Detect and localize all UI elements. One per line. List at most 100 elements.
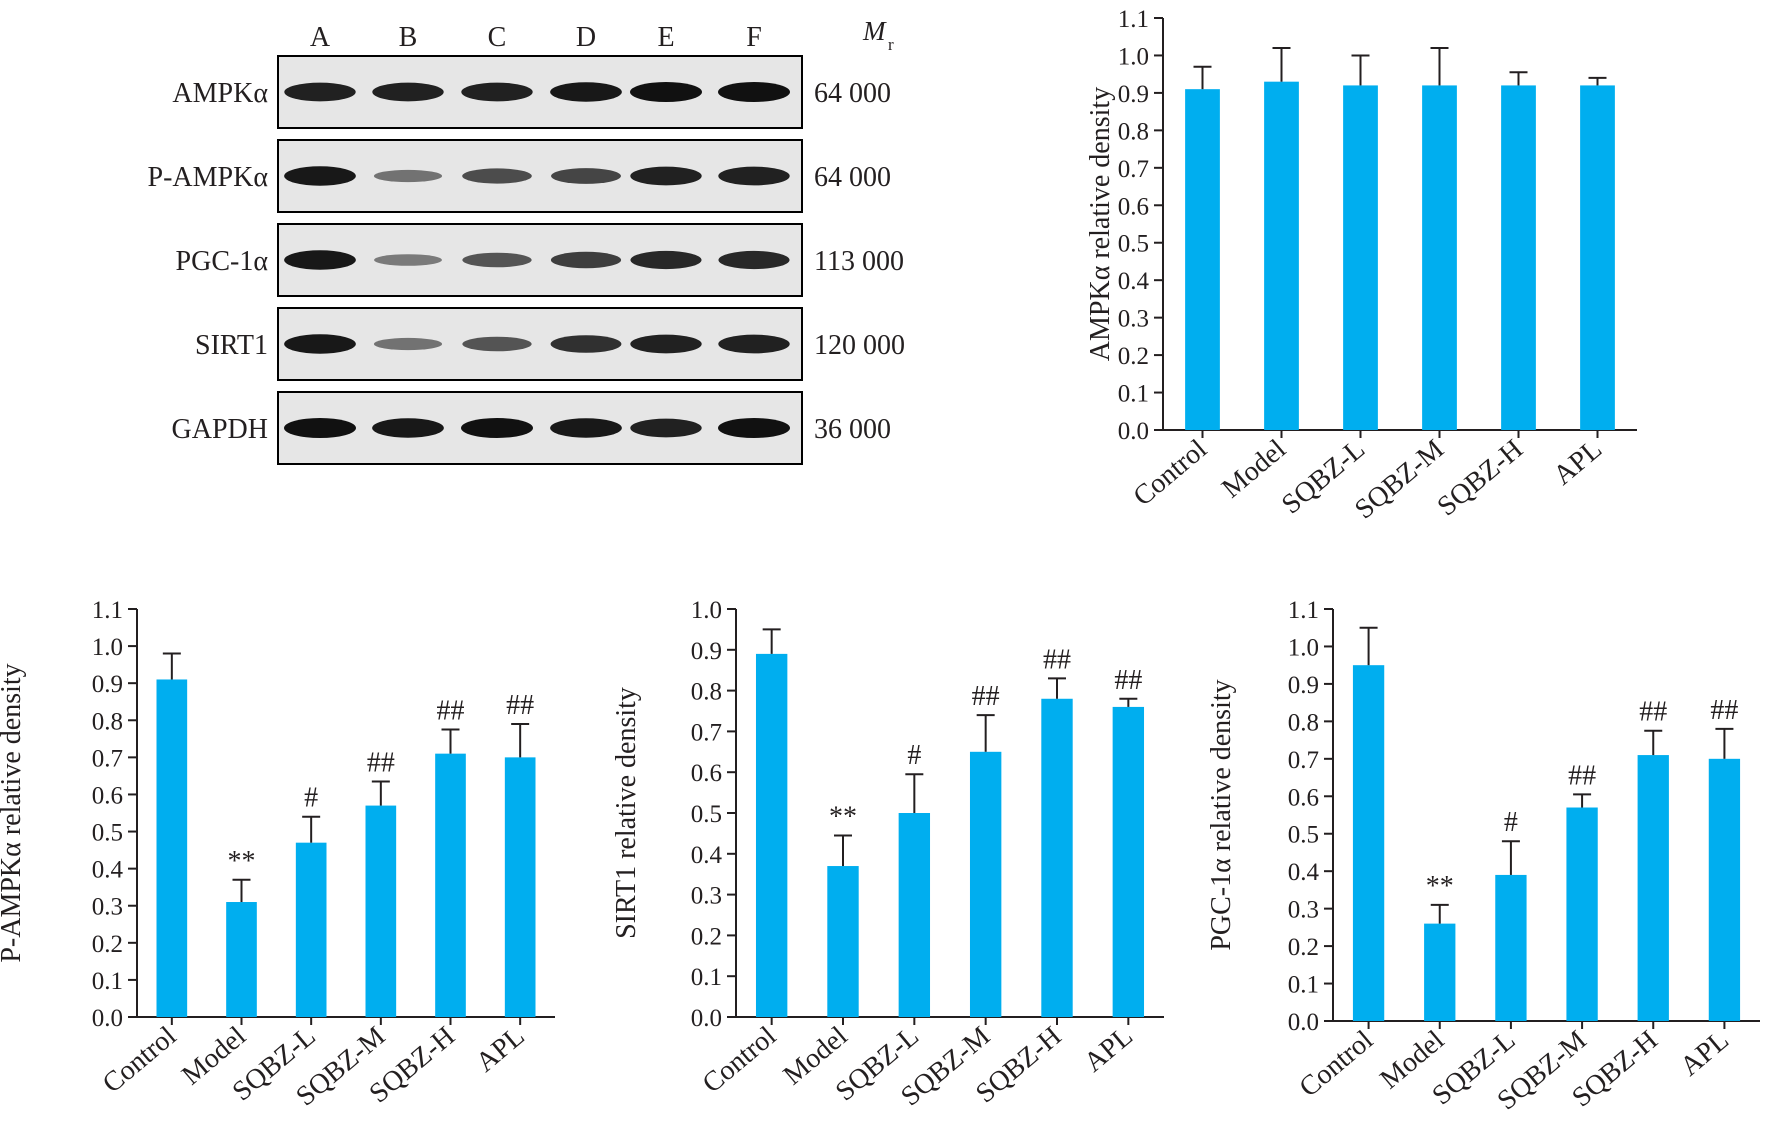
bar-sqbz-l (295, 842, 327, 1017)
blot-band (462, 252, 532, 268)
protein-label: GAPDH (172, 414, 268, 445)
y-tick-label: 0.7 (92, 745, 123, 772)
protein-label: P-AMPKα (148, 162, 269, 193)
y-tick-label: 1.1 (1288, 597, 1319, 624)
blot-band (550, 418, 622, 438)
bar-model (827, 866, 859, 1017)
significance-label: ## (1114, 665, 1142, 696)
bar-control (1185, 89, 1220, 430)
x-tick-label: SQBZ-H (1432, 434, 1529, 523)
x-tick-label: SQBZ-M (1349, 434, 1450, 526)
bar-sqbz-h (435, 753, 466, 1017)
bar-control (1352, 665, 1385, 1021)
chart-ampk: 0.0 0.1 0.2 0.3 0.4 0.5 0.6 0.7 0.8 0.9 1.0 1.1 AMPK… (1085, 6, 1637, 525)
y-tick-label: 0.1 (1118, 381, 1149, 408)
bar-apl (504, 757, 536, 1017)
y-tick-label: 0.6 (92, 782, 123, 809)
significance-label: ** (829, 801, 857, 832)
lane-label-f: F (746, 22, 762, 53)
y-axis-label: P-AMPKα relative density (0, 663, 27, 962)
y-tick-label: 0.6 (1118, 193, 1149, 220)
y-axis-label: PGC-1α relative density (1206, 679, 1237, 950)
bar-control (755, 653, 788, 1017)
y-tick-label: 0.8 (691, 679, 722, 706)
blot-band (284, 418, 356, 438)
significance-label: # (1504, 807, 1518, 838)
x-tick-label: Control (1294, 1024, 1380, 1103)
y-tick-label: 0.4 (1118, 268, 1150, 295)
x-tick-label: APL (1548, 434, 1608, 492)
blot-band (718, 166, 790, 186)
protein-label: PGC-1α (176, 246, 269, 277)
x-tick-label: Control (697, 1020, 783, 1099)
bar-apl (1708, 758, 1741, 1021)
bar-sqbz-l (1343, 85, 1378, 430)
blot-row-4: GAPDH 36 000 (172, 391, 891, 465)
y-tick-label: 1.0 (1118, 43, 1149, 70)
blot-band (718, 250, 790, 270)
x-tick-label: APL (1078, 1021, 1138, 1079)
blot-band (373, 337, 443, 351)
blot-band (718, 418, 790, 438)
y-tick-label: 1.1 (1118, 6, 1149, 33)
y-tick-label: 0.6 (1288, 784, 1319, 811)
blot-band (630, 166, 702, 186)
bar-sqbz-m (1422, 85, 1457, 430)
blot-band (372, 418, 444, 438)
significance-label: ## (1710, 695, 1738, 726)
y-axis-label: AMPKα relative density (1085, 87, 1116, 361)
blot-band (550, 335, 622, 353)
y-tick-label: 0.9 (1118, 81, 1149, 108)
blot-band (630, 82, 702, 102)
x-tick-label: APL (470, 1021, 530, 1079)
y-tick-label: 0.7 (1288, 747, 1319, 774)
blot-band (550, 82, 622, 102)
y-tick-label: 0.9 (1288, 672, 1319, 699)
y-tick-label: 0.1 (691, 964, 722, 991)
chart-pampk: 0.0 0.1 0.2 0.3 0.4 0.5 0.6 0.7 0.8 0.9 1.0 1.1 P-AM… (0, 597, 555, 1112)
significance-label: # (304, 783, 318, 814)
significance-label: ## (1568, 760, 1596, 791)
blot-row-3: SIRT1 120 000 (195, 307, 905, 381)
blot-band (550, 251, 622, 269)
y-tick-label: 0.9 (691, 638, 722, 665)
lane-label-c: C (488, 22, 507, 53)
significance-label: ** (1426, 871, 1454, 902)
blot-band (284, 82, 356, 102)
chart-sirt1: 0.0 0.1 0.2 0.3 0.4 0.5 0.6 0.7 0.8 0.9 1.0 SIRT1 r… (611, 597, 1164, 1112)
blot-band (630, 418, 702, 438)
y-tick-label: 0.1 (1288, 972, 1319, 999)
blot-band (284, 250, 356, 270)
significance-label: ## (437, 696, 465, 727)
bar-sqbz-m (365, 805, 397, 1017)
chart-pgc1a: 0.0 0.1 0.2 0.3 0.4 0.5 0.6 0.7 0.8 0.9 1.0 1.1 PGC-… (1206, 597, 1760, 1116)
y-tick-label: 0.4 (92, 857, 124, 884)
mr-value: 120 000 (814, 330, 905, 361)
blot-band (630, 250, 702, 270)
y-tick-label: 0.3 (1288, 897, 1319, 924)
bar-sqbz-m (1566, 807, 1598, 1021)
y-tick-label: 0.5 (1118, 231, 1149, 258)
mr-value: 113 000 (814, 246, 904, 277)
x-tick-label: Control (1128, 433, 1214, 512)
y-tick-label: 0.2 (92, 931, 123, 958)
lane-label-a: A (310, 22, 331, 53)
y-tick-label: 1.1 (92, 597, 123, 624)
y-tick-label: 0.4 (1288, 859, 1320, 886)
blot-membrane (277, 139, 803, 213)
y-tick-label: 0.5 (92, 820, 123, 847)
y-tick-label: 0.3 (92, 894, 123, 921)
lane-label-e: E (657, 22, 674, 53)
bar-model (1264, 81, 1299, 430)
y-tick-label: 0.5 (691, 801, 722, 828)
y-tick-label: 0.2 (1118, 343, 1149, 370)
significance-label: ## (1043, 644, 1071, 675)
blot-row-2: PGC-1α 113 000 (176, 223, 904, 297)
blot-membrane (277, 391, 803, 465)
y-tick-label: 0.4 (691, 842, 723, 869)
western-blot-panel: A B C D E F M r AMPKα 64 000 P-AMPKα 64 000 PGC-1… (148, 16, 905, 465)
blot-band (284, 334, 356, 354)
y-tick-label: 0.2 (691, 923, 722, 950)
blot-membrane (277, 223, 803, 297)
